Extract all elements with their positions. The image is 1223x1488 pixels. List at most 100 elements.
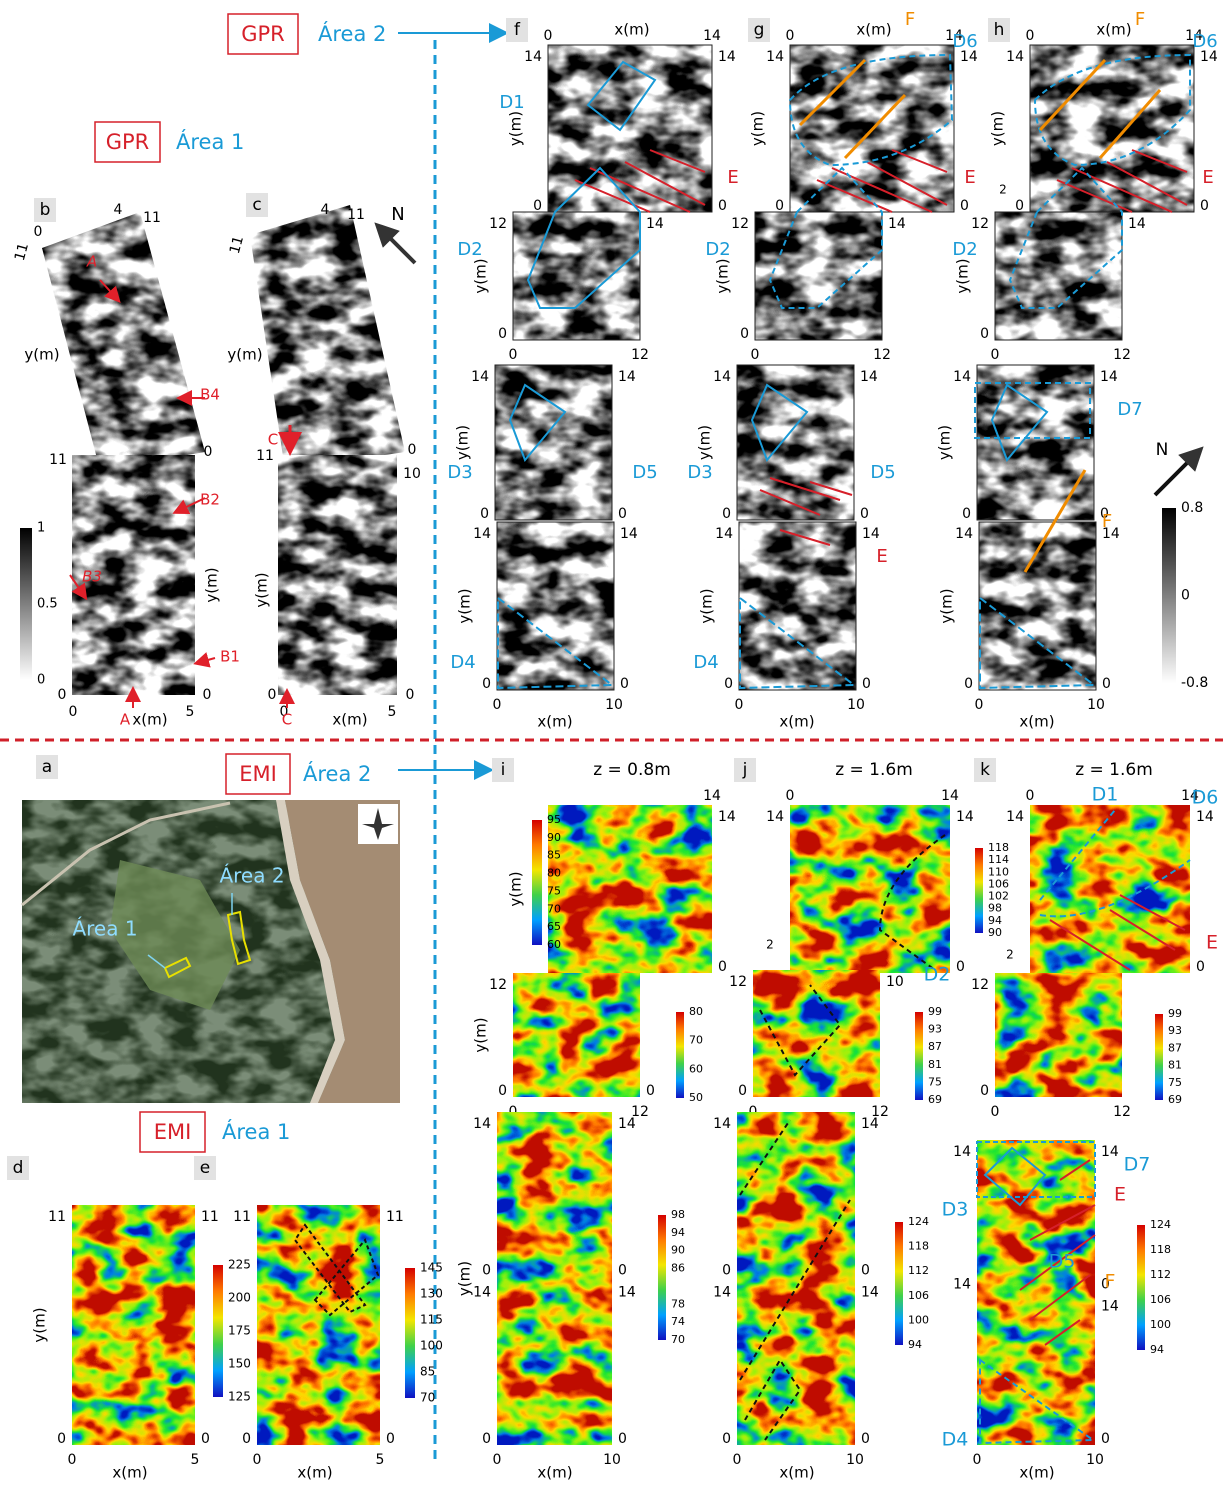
colorbar-label: 70 [671, 1333, 685, 1346]
panel-letter: i [501, 760, 506, 780]
tick-label: 10 [605, 697, 623, 713]
figure: GPRÁrea 2GPRÁrea 1EMIÁrea 2EMIÁrea 1aÁre… [0, 0, 1223, 1488]
axis-label: y(m) [507, 871, 525, 906]
map-label: Área 2 [219, 864, 284, 888]
gpr-image [739, 522, 856, 690]
axis-label: y(m) [507, 111, 525, 146]
annotation: E [1114, 1184, 1126, 1206]
annotation: 2 [766, 938, 774, 952]
map-label: Área 1 [72, 917, 137, 941]
tick-label: 14 [1006, 809, 1024, 825]
tick-label: 0 [618, 1431, 627, 1447]
tick-label: 12 [489, 216, 507, 232]
tick-label: 10 [847, 697, 865, 713]
tick-label: 12 [729, 974, 747, 990]
colorbar-label: 93 [928, 1023, 942, 1036]
annotation: A [86, 253, 97, 271]
colorbar-label: 0.8 [1181, 500, 1203, 516]
tick-label: 10 [403, 466, 421, 482]
depth-label: z = 0.8m [593, 760, 671, 780]
axis-label: y(m) [456, 588, 474, 623]
annotation: E [964, 167, 975, 188]
colorbar [213, 1265, 223, 1397]
tick-label: 12 [971, 216, 989, 232]
tick-label: 0 [204, 444, 213, 460]
tick-label: 0 [646, 1083, 655, 1099]
colorbar-label: 100 [908, 1313, 929, 1326]
colorbar [895, 1222, 903, 1345]
colorbar-label: 75 [928, 1075, 942, 1088]
tick-label: 0 [480, 506, 489, 522]
annotation: D6 [1192, 31, 1217, 52]
tick-label: 11 [233, 1209, 251, 1225]
tick-label: 0 [722, 506, 731, 522]
colorbar-label: 110 [988, 865, 1009, 878]
tick-label: 14 [703, 788, 721, 804]
axis-label: x(m) [537, 713, 572, 731]
tick-label: 11 [201, 1209, 219, 1225]
colorbar-label: 100 [420, 1339, 443, 1353]
tick-label: 14 [1101, 1144, 1119, 1160]
tick-label: 0 [1026, 788, 1035, 804]
colorbar-label: 85 [547, 849, 561, 862]
annotation: E [727, 167, 738, 188]
annotation: D3 [687, 462, 712, 483]
tick-label: 14 [713, 369, 731, 385]
gpr-image [977, 365, 1094, 520]
tick-label: 11 [143, 210, 161, 226]
colorbar-label: 112 [908, 1264, 929, 1277]
axis-label: y(m) [936, 425, 954, 460]
annotation: E [876, 546, 887, 567]
tick-label: 11 [256, 448, 274, 464]
gpr-image [979, 522, 1096, 690]
tick-label: 0 [1102, 676, 1111, 692]
gpr-image [1030, 45, 1194, 212]
colorbar-label: 112 [1150, 1268, 1171, 1281]
tick-label: 0 [69, 704, 78, 720]
tick-label: 0 [738, 1083, 747, 1099]
colorbar-label: 130 [420, 1287, 443, 1301]
tick-label: 0 [862, 676, 871, 692]
tick-label: 0 [498, 326, 507, 342]
tick-label: 0 [956, 959, 965, 975]
annotation: D1 [499, 92, 524, 113]
tick-label: 4 [321, 202, 330, 218]
annotation: D4 [450, 652, 475, 673]
tick-label: 0 [482, 1263, 491, 1279]
colorbar [658, 1215, 666, 1340]
axis-label: x(m) [112, 1464, 147, 1482]
colorbar [975, 848, 983, 933]
gpr-image [737, 365, 854, 520]
annotation: B4 [200, 386, 220, 404]
tick-label: 12 [631, 347, 649, 363]
colorbar-label: 118 [988, 841, 1009, 854]
colorbar-label: 1 [37, 521, 45, 536]
colorbar-label: 0 [1181, 588, 1190, 604]
tick-label: 0 [980, 326, 989, 342]
colorbar-label: 94 [988, 914, 1002, 927]
annotation: 2 [1006, 948, 1014, 962]
tick-label: 14 [861, 1116, 879, 1132]
tick-label: 0 [498, 1083, 507, 1099]
annotation: D7 [1124, 1154, 1151, 1176]
panel-letter: g [754, 20, 765, 40]
colorbar-label: 69 [928, 1093, 942, 1106]
tick-label: 0 [991, 1104, 1000, 1120]
tick-label: 0 [493, 697, 502, 713]
colorbar-label: 70 [689, 1034, 703, 1047]
annotation: D1 [1092, 784, 1119, 806]
panel-letter: k [980, 760, 990, 780]
tick-label: 0 [620, 676, 629, 692]
panel-letter: h [994, 20, 1005, 40]
colorbar-label: 81 [928, 1058, 942, 1071]
tick-label: 14 [955, 526, 973, 542]
colorbar-label: 78 [671, 1297, 685, 1310]
colorbar-label: 86 [671, 1262, 685, 1275]
panel-letter: b [40, 200, 51, 220]
tick-label: 14 [766, 49, 784, 65]
tick-label: 0 [1101, 1431, 1110, 1447]
tick-label: 12 [489, 977, 507, 993]
gpr-image [995, 212, 1122, 340]
tick-label: 14 [1196, 809, 1214, 825]
annotation: F [1135, 9, 1145, 30]
